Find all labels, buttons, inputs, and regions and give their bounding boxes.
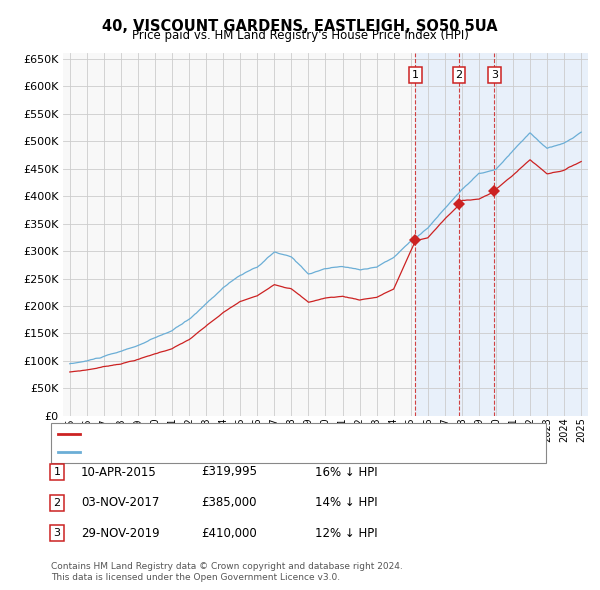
Text: 2: 2	[53, 498, 61, 507]
Text: 10-APR-2015: 10-APR-2015	[81, 466, 157, 478]
Text: 03-NOV-2017: 03-NOV-2017	[81, 496, 160, 509]
Text: HPI: Average price, detached house, Eastleigh: HPI: Average price, detached house, East…	[84, 447, 325, 457]
Text: 1: 1	[412, 70, 419, 80]
Text: £385,000: £385,000	[201, 496, 257, 509]
Text: 1: 1	[53, 467, 61, 477]
Text: 12% ↓ HPI: 12% ↓ HPI	[315, 527, 377, 540]
Text: £319,995: £319,995	[201, 466, 257, 478]
Text: 16% ↓ HPI: 16% ↓ HPI	[315, 466, 377, 478]
Text: Price paid vs. HM Land Registry's House Price Index (HPI): Price paid vs. HM Land Registry's House …	[131, 30, 469, 42]
Text: 2: 2	[455, 70, 463, 80]
Text: £410,000: £410,000	[201, 527, 257, 540]
Text: 3: 3	[491, 70, 498, 80]
Text: 29-NOV-2019: 29-NOV-2019	[81, 527, 160, 540]
Text: 14% ↓ HPI: 14% ↓ HPI	[315, 496, 377, 509]
Bar	[415, 53, 588, 416]
Text: 3: 3	[53, 529, 61, 538]
Text: 40, VISCOUNT GARDENS, EASTLEIGH, SO50 5UA: 40, VISCOUNT GARDENS, EASTLEIGH, SO50 5U…	[102, 19, 498, 34]
Text: Contains HM Land Registry data © Crown copyright and database right 2024.: Contains HM Land Registry data © Crown c…	[51, 562, 403, 571]
Text: 40, VISCOUNT GARDENS, EASTLEIGH, SO50 5UA (detached house): 40, VISCOUNT GARDENS, EASTLEIGH, SO50 5U…	[84, 430, 430, 440]
Text: This data is licensed under the Open Government Licence v3.0.: This data is licensed under the Open Gov…	[51, 572, 340, 582]
